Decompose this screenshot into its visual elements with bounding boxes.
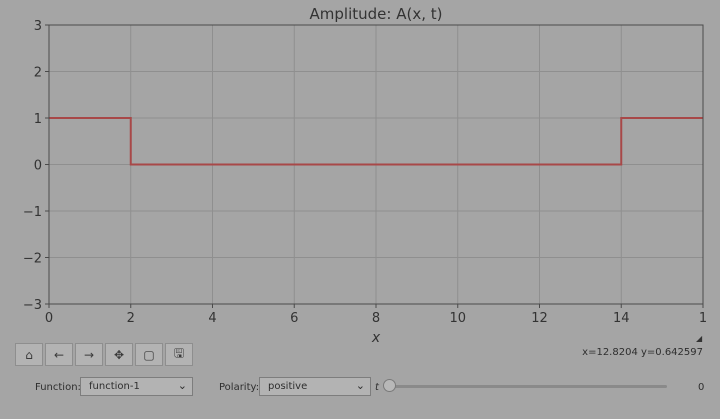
home-icon: ⌂ [25, 347, 33, 362]
x-tick-label: 0 [45, 311, 53, 326]
y-tick-label: −2 [23, 252, 42, 267]
x-tick-label: 4 [208, 311, 216, 326]
chart-title: Amplitude: A(x, t) [310, 5, 443, 23]
amplitude-series-line [49, 117, 703, 166]
function-select-value: function-1 [89, 381, 140, 392]
arrow-left-icon: ← [53, 347, 65, 362]
x-axis-label: x [371, 330, 381, 345]
polarity-label: Polarity: [219, 382, 260, 393]
arrow-right-icon: → [83, 347, 95, 362]
function-select[interactable]: function-1 ⌄ [80, 377, 193, 396]
pan-button[interactable]: ✥ [105, 343, 133, 366]
x-tick-label: 1 [699, 311, 707, 326]
cursor-coordinates: x=12.8204 y=0.642597 [582, 347, 703, 358]
y-tick-label: 3 [34, 19, 42, 34]
controls-bar: Function: function-1 ⌄ Polarity: positiv… [0, 377, 720, 399]
t-slider-thumb[interactable] [383, 379, 396, 392]
polarity-select[interactable]: positive ⌄ [259, 377, 371, 396]
y-tick-label: 1 [34, 112, 42, 127]
y-tick-label: −1 [23, 205, 42, 220]
zoom-rect-icon: ▢ [143, 347, 155, 362]
y-tick-label: 0 [34, 159, 42, 174]
home-button[interactable]: ⌂ [15, 343, 43, 366]
x-tick-label: 8 [372, 311, 380, 326]
save-button[interactable]: 🖫 [165, 343, 193, 366]
zoom-button[interactable]: ▢ [135, 343, 163, 366]
forward-button[interactable]: → [75, 343, 103, 366]
resize-grip-icon[interactable]: ◢ [696, 334, 703, 343]
t-label: t [375, 382, 379, 393]
back-button[interactable]: ← [45, 343, 73, 366]
y-tick-label: −3 [23, 298, 42, 313]
function-label: Function: [35, 382, 81, 393]
y-tick-label: 2 [34, 66, 42, 81]
chevron-down-icon: ⌄ [355, 379, 365, 392]
t-slider-track[interactable] [387, 385, 667, 388]
x-tick-label: 14 [613, 311, 630, 326]
x-tick-label: 12 [531, 311, 548, 326]
navigation-toolbar: ⌂ ← → ✥ ▢ 🖫 [15, 343, 195, 366]
t-value: 0 [698, 382, 705, 393]
save-icon: 🖫 [173, 346, 185, 360]
polarity-select-value: positive [268, 381, 308, 392]
x-tick-label: 10 [449, 311, 466, 326]
x-tick-label: 6 [290, 311, 298, 326]
x-tick-label: 2 [127, 311, 135, 326]
chevron-down-icon: ⌄ [177, 379, 187, 392]
move-icon: ✥ [113, 347, 125, 362]
